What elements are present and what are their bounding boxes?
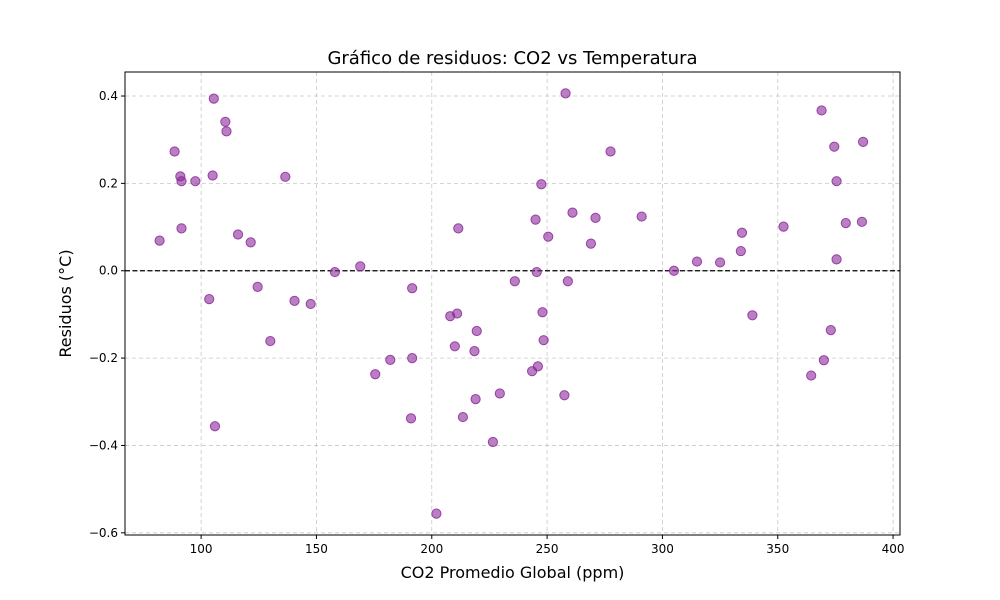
data-point (407, 283, 418, 294)
data-point (736, 227, 748, 238)
data-point (305, 298, 316, 310)
data-point (457, 411, 469, 423)
y-tick-label: 0.0 (99, 264, 118, 278)
data-point (355, 261, 366, 272)
data-point (452, 308, 463, 319)
data-point (816, 105, 827, 116)
data-point (329, 266, 340, 278)
y-tick-label: 0.4 (99, 89, 118, 103)
y-tick-label: −0.6 (89, 526, 118, 540)
data-point (530, 214, 541, 225)
y-axis-label: Residuos (°C) (56, 249, 75, 357)
data-point (567, 207, 578, 218)
data-point (585, 238, 597, 249)
data-point (385, 354, 396, 365)
data-point (289, 295, 300, 306)
y-tick-label: −0.2 (89, 351, 118, 365)
data-point (590, 212, 601, 223)
data-point (857, 136, 869, 147)
data-point (252, 281, 263, 293)
data-point (559, 390, 570, 401)
data-point (431, 508, 442, 519)
chart-title: Gráfico de residuos: CO2 vs Temperatura (327, 48, 697, 69)
data-point (806, 370, 817, 381)
y-axis-ticks: −0.6 −0.4 −0.2 0.0 0.2 0.4 (89, 89, 125, 540)
data-point (778, 221, 789, 232)
data-point (747, 310, 758, 321)
data-point (176, 223, 187, 234)
data-point (405, 413, 417, 424)
plot-frame (124, 71, 901, 536)
data-point (207, 170, 218, 181)
data-point (668, 265, 680, 276)
data-point (538, 335, 549, 346)
x-axis-ticks: 100 150 200 250 300 350 400 (190, 535, 905, 556)
x-tick-label: 350 (766, 542, 789, 556)
data-point (560, 88, 571, 99)
x-axis-label: CO2 Promedio Global (ppm) (401, 563, 625, 582)
data-point (469, 346, 480, 357)
data-point (265, 335, 276, 347)
data-point (831, 176, 842, 187)
data-point (471, 325, 482, 337)
data-point (494, 388, 505, 399)
data-point (856, 216, 868, 227)
data-point (204, 294, 215, 305)
data-point (208, 93, 219, 104)
data-point (190, 176, 201, 187)
data-point (532, 361, 543, 372)
data-point (220, 116, 231, 127)
data-point (536, 179, 547, 190)
data-point (176, 176, 187, 187)
x-tick-label: 100 (190, 542, 213, 556)
data-points (154, 88, 869, 519)
data-point (735, 245, 746, 257)
data-point (487, 436, 498, 448)
x-tick-label: 200 (420, 542, 443, 556)
data-point (245, 237, 256, 248)
data-point (449, 341, 460, 352)
data-point (636, 211, 647, 222)
data-point (537, 307, 548, 318)
y-tick-label: −0.4 (89, 438, 118, 452)
data-point (605, 146, 616, 157)
data-point (407, 352, 418, 364)
data-point (831, 254, 842, 265)
data-point (829, 141, 840, 152)
data-point (562, 276, 573, 287)
data-point (280, 171, 291, 182)
x-tick-label: 400 (882, 542, 905, 556)
data-point (453, 223, 464, 234)
data-point (509, 276, 520, 287)
data-point (169, 146, 180, 157)
data-point (221, 126, 232, 137)
data-point (840, 218, 851, 229)
x-tick-label: 150 (305, 542, 328, 556)
data-point (232, 229, 244, 240)
data-point (818, 355, 829, 366)
x-tick-label: 300 (651, 542, 674, 556)
data-point (370, 369, 381, 380)
data-point (691, 256, 703, 267)
data-point (543, 231, 554, 242)
data-point (209, 421, 221, 432)
data-point (154, 235, 165, 246)
data-point (470, 394, 481, 405)
data-point (825, 325, 836, 336)
x-tick-label: 250 (536, 542, 559, 556)
data-point (714, 257, 726, 268)
data-point (531, 266, 542, 278)
y-tick-label: 0.2 (99, 176, 118, 190)
